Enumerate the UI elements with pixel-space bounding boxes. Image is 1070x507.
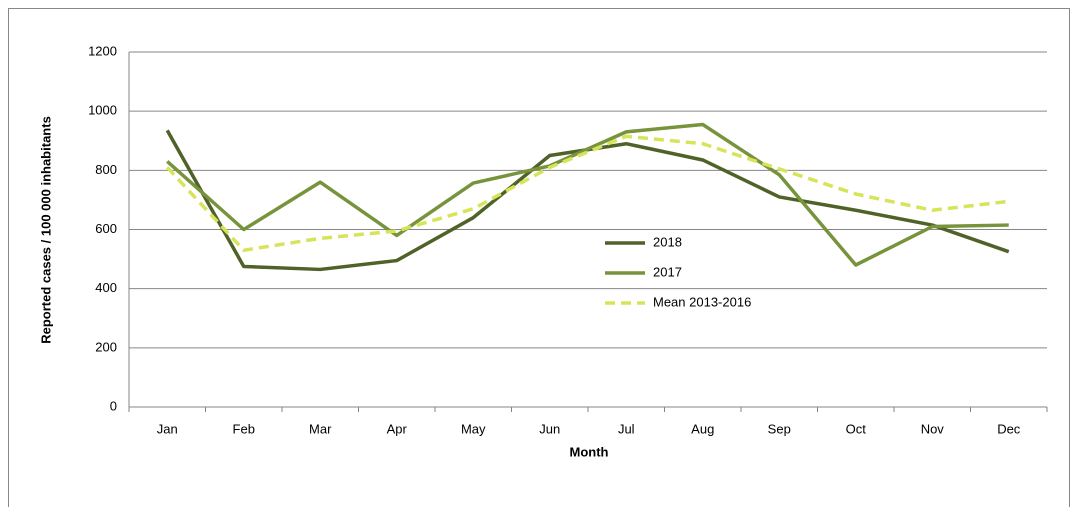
y-tick-label: 600 [95, 221, 117, 236]
legend-label: Mean 2013-2016 [653, 294, 751, 309]
y-tick-label: 200 [95, 339, 117, 354]
x-tick-label: Feb [233, 421, 255, 436]
x-tick-label: Jul [618, 421, 635, 436]
x-tick-label: Nov [921, 421, 945, 436]
legend-label: 2018 [653, 234, 682, 249]
x-tick-label: Aug [691, 421, 714, 436]
x-tick-label: Apr [387, 421, 408, 436]
x-axis-label: Month [570, 444, 609, 459]
series-line [165, 134, 1009, 252]
y-axis-label: Reported cases / 100 000 inhabitants [38, 116, 53, 344]
legend-label: 2017 [653, 264, 682, 279]
x-tick-label: Jan [157, 421, 178, 436]
x-tick-label: Jun [539, 421, 560, 436]
y-tick-label: 0 [110, 398, 117, 413]
y-tick-label: 1200 [88, 43, 117, 58]
x-tick-label: May [461, 421, 486, 436]
x-tick-label: Sep [768, 421, 791, 436]
y-tick-label: 800 [95, 162, 117, 177]
series-line [166, 122, 1009, 267]
y-tick-label: 400 [95, 280, 117, 295]
x-tick-label: Mar [309, 421, 332, 436]
x-tick-label: Dec [997, 421, 1021, 436]
x-tick-label: Oct [846, 421, 867, 436]
y-tick-label: 1000 [88, 103, 117, 118]
